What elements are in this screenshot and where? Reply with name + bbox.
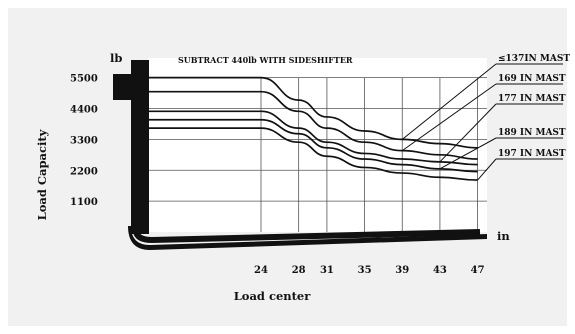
- y-tick-label-5500: 5500: [70, 74, 98, 85]
- mast-bracket: [113, 74, 131, 100]
- labels: ≤137IN MAST 169 IN MAST 177 IN MAST 189 IN …: [35, 51, 570, 303]
- mast-axis-graphic: [113, 60, 487, 250]
- x-unit-label: in: [497, 229, 510, 243]
- x-tick-label-31: 31: [320, 265, 334, 276]
- legend-leader-3: [439, 103, 497, 163]
- y-axis-mast: [131, 60, 149, 234]
- y-unit-label: lb: [110, 51, 122, 65]
- y-tick-label-4400: 4400: [70, 105, 98, 116]
- x-tick-label-39: 39: [395, 265, 409, 276]
- y-tick-label-1100: 1100: [70, 197, 98, 208]
- x-tick-label-47: 47: [471, 265, 485, 276]
- legend-leader-1: [401, 63, 497, 140]
- legend-label-5: 197 IN MAST: [498, 149, 566, 159]
- legend-leaders: [401, 63, 563, 181]
- sideshifter-note: SUBTRACT 440lb WITH SIDESHIFTER: [178, 55, 353, 65]
- y-tick-label-2200: 2200: [70, 166, 98, 177]
- x-axis-title: Load center: [234, 289, 312, 303]
- legend-leader-5: [477, 158, 497, 181]
- fork-blade: [133, 229, 481, 244]
- series-group: [147, 76, 478, 181]
- legend-leader-2: [401, 83, 497, 152]
- x-tick-label-24: 24: [254, 265, 268, 276]
- x-axis-fork: [128, 226, 487, 250]
- legend-label-4: 189 IN MAST: [498, 128, 566, 138]
- x-tick-label-43: 43: [433, 265, 447, 276]
- legend-leader-4: [439, 137, 497, 170]
- x-tick-label-28: 28: [292, 265, 306, 276]
- x-tick-label-35: 35: [358, 265, 372, 276]
- legend-label-2: 169 IN MAST: [498, 74, 566, 84]
- y-tick-label-3300: 3300: [70, 135, 98, 146]
- y-axis-title: Load Capacity: [35, 129, 49, 220]
- legend-label-3: 177 IN MAST: [498, 94, 566, 104]
- legend-label-1: ≤137IN MAST: [498, 54, 570, 64]
